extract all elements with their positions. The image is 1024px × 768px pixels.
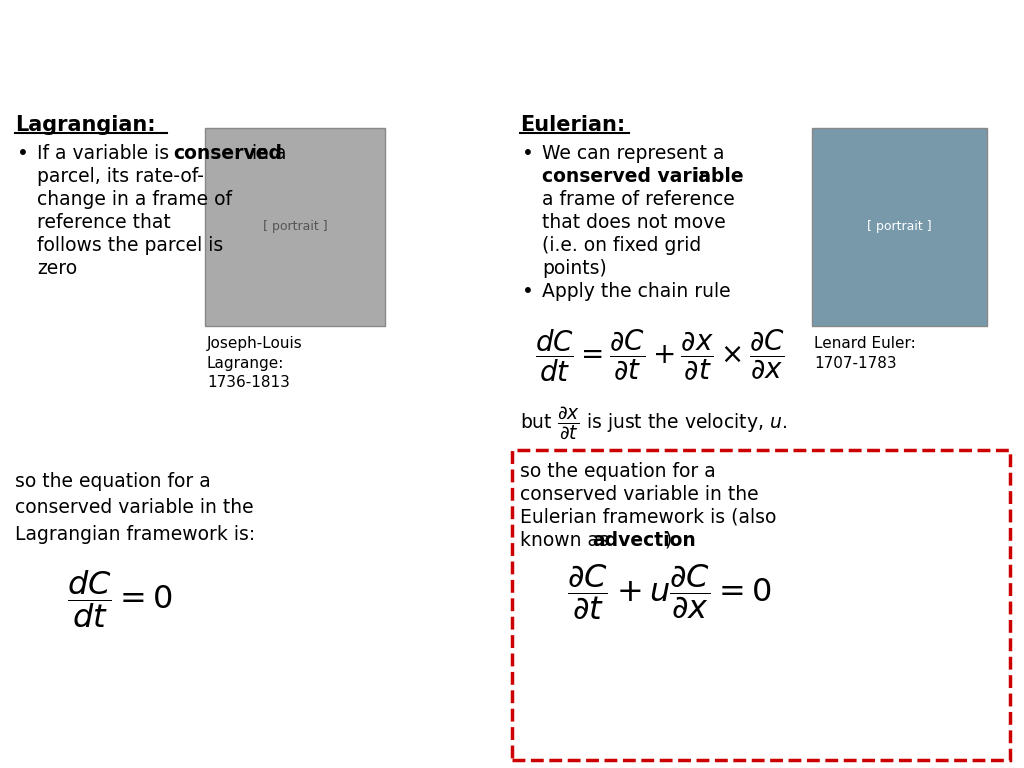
Text: Eulerian framework is (also: Eulerian framework is (also	[520, 508, 776, 527]
Text: conserved: conserved	[173, 144, 283, 163]
Text: points): points)	[542, 259, 607, 278]
Text: We can represent a: We can represent a	[542, 144, 725, 163]
Text: [ portrait ]: [ portrait ]	[867, 220, 932, 233]
Text: Apply the chain rule: Apply the chain rule	[542, 282, 731, 301]
Text: advection: advection	[592, 531, 696, 550]
Text: that does not move: that does not move	[542, 213, 726, 232]
Text: reference that: reference that	[37, 213, 171, 232]
Text: follows the parcel is: follows the parcel is	[37, 236, 223, 255]
Bar	[205, 127, 385, 326]
Text: Joseph-Louis
Lagrange:
1736-1813: Joseph-Louis Lagrange: 1736-1813	[207, 336, 303, 390]
Text: parcel, its rate-of-: parcel, its rate-of-	[37, 167, 204, 186]
Text: $\dfrac{dC}{dt} = 0$: $\dfrac{dC}{dt} = 0$	[67, 568, 173, 630]
Text: conserved variable: conserved variable	[542, 167, 743, 186]
Bar	[812, 127, 987, 326]
Text: If a variable is: If a variable is	[37, 144, 175, 163]
Text: $\dfrac{dC}{dt} = \dfrac{\partial C}{\partial t} + \dfrac{\partial x}{\partial t: $\dfrac{dC}{dt} = \dfrac{\partial C}{\pa…	[535, 327, 784, 383]
FancyBboxPatch shape	[512, 450, 1010, 760]
Text: [ portrait ]: [ portrait ]	[263, 220, 328, 233]
Text: a frame of reference: a frame of reference	[542, 190, 735, 209]
Text: •: •	[522, 282, 534, 301]
Text: •: •	[17, 144, 29, 163]
Text: in: in	[688, 167, 711, 186]
Text: $\dfrac{\partial C}{\partial t} + u\dfrac{\partial C}{\partial x} = 0$: $\dfrac{\partial C}{\partial t} + u\dfra…	[567, 562, 772, 622]
Text: Lagrangian:: Lagrangian:	[15, 115, 156, 135]
Text: conserved variable in the: conserved variable in the	[520, 485, 759, 504]
Text: zero: zero	[37, 259, 77, 278]
Text: Lagrangian and Eulerian models part 2: Lagrangian and Eulerian models part 2	[13, 24, 1024, 76]
Text: change in a frame of: change in a frame of	[37, 190, 232, 209]
Text: Lenard Euler:
1707-1783: Lenard Euler: 1707-1783	[814, 336, 915, 371]
Text: •: •	[522, 144, 534, 163]
Text: known as: known as	[520, 531, 614, 550]
Text: so the equation for a: so the equation for a	[520, 462, 716, 481]
Text: but $\dfrac{\partial x}{\partial t}$ is just the velocity, $u$.: but $\dfrac{\partial x}{\partial t}$ is …	[520, 405, 787, 442]
Text: in a: in a	[246, 144, 287, 163]
Text: ):: ):	[665, 531, 678, 550]
Text: Eulerian:: Eulerian:	[520, 115, 626, 135]
Text: (i.e. on fixed grid: (i.e. on fixed grid	[542, 236, 701, 255]
Text: so the equation for a
conserved variable in the
Lagrangian framework is:: so the equation for a conserved variable…	[15, 472, 255, 544]
